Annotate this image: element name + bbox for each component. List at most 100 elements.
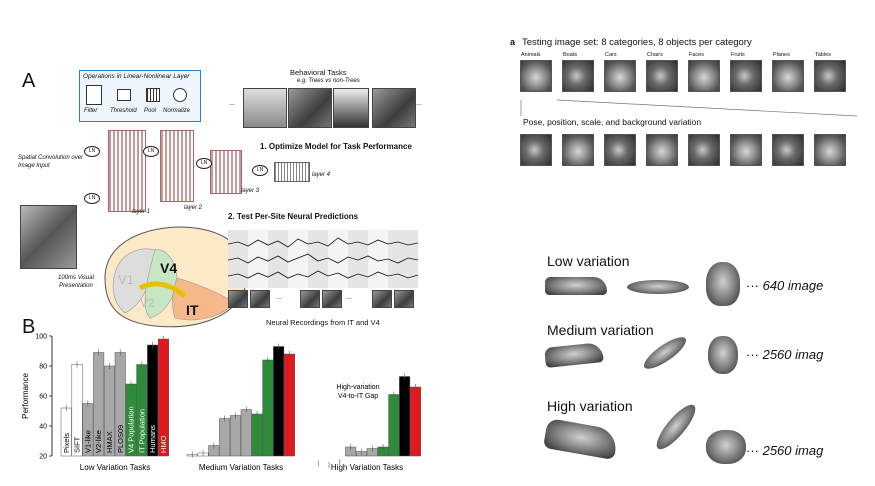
medium-plane-image (639, 332, 691, 374)
operations-box: Operations in Linear-Nonlinear Layer Fil… (79, 70, 201, 122)
gap-label-1: High-variation (336, 384, 379, 391)
category-thumb-tables (814, 60, 846, 92)
category-label-tables: Tables (815, 52, 831, 58)
ln-node-1: LN (84, 146, 100, 157)
operations-title: Operations in Linear-Nonlinear Layer (83, 73, 190, 80)
y-tick-label: 40 (39, 424, 47, 431)
series-label-sift: SIFT (73, 436, 82, 453)
ln-node-2: LN (84, 193, 100, 204)
category-label-chairs: Chairs (647, 52, 663, 58)
panel-a-letter: A (22, 70, 36, 92)
stim-thumb-6 (394, 290, 414, 308)
op-pool-label: Pool (144, 108, 157, 114)
series-label-plos09: PLOS09 (116, 425, 125, 453)
variation-row (517, 130, 867, 170)
layer1-label: layer 1 (132, 209, 151, 215)
category-label-planes: Planes (773, 52, 790, 58)
bar-humans (273, 346, 285, 457)
series-label-hmax: HMAX (105, 431, 114, 453)
panel-b-letter: B (22, 316, 36, 338)
layer3-stack (210, 150, 242, 194)
high-variation-count: ··· 2560 imag (746, 443, 824, 458)
ellipsis-left: ... (229, 100, 235, 107)
series-label-v2-like: V2-like (94, 430, 103, 453)
high-plane-image (651, 399, 701, 455)
layer3-label: layer 3 (241, 188, 260, 194)
category-label-boats: Boats (563, 52, 578, 58)
normalize-icon (173, 88, 187, 102)
input-image (20, 205, 77, 269)
v1-label: V1 (118, 272, 134, 287)
spatial-conv-label: Spatial Convolution over Image Input (18, 155, 84, 169)
variation-thumb (562, 134, 594, 166)
bar-it-population (262, 359, 274, 457)
it-label: IT (186, 302, 199, 318)
variation-thumb (646, 134, 678, 166)
task-image-2 (288, 88, 332, 128)
bar-humans (399, 376, 411, 457)
expansion-lines (520, 99, 858, 117)
ellipsis-right: ... (416, 100, 422, 107)
high-variation-title: High variation (547, 398, 633, 414)
category-thumb-animals (520, 60, 552, 92)
behavioral-title: Behavioral Tasks (290, 68, 347, 77)
bar-hmax (229, 415, 241, 457)
medium-car-image (544, 342, 604, 368)
neural-traces (228, 230, 418, 288)
stim-thumb-2 (250, 290, 270, 308)
category-thumb-faces (688, 60, 720, 92)
series-label-v4-population: V4 Population (127, 406, 136, 453)
step1-label: 1. Optimize Model for Task Performance (260, 142, 412, 151)
op-normalize-label: Normalize (163, 108, 191, 114)
medium-variation-title: Medium variation (547, 322, 654, 338)
variation-thumb (520, 134, 552, 166)
panel-c-letter: a (510, 37, 516, 47)
category-row: Animals Boats Cars Chairs Faces Fruits Planes T… (517, 52, 867, 98)
task-image-tree (243, 88, 287, 128)
v4-label: V4 (160, 260, 178, 276)
presentation-label: 100ms Visual Presentation (58, 275, 94, 289)
variation-thumb (772, 134, 804, 166)
stim-thumb-4 (322, 290, 342, 308)
category-thumb-chairs (646, 60, 678, 92)
ln-node-3: LN (143, 146, 159, 157)
y-tick-label: 20 (39, 454, 47, 461)
category-label: Medium Variation Tasks (199, 463, 283, 472)
op-threshold-label: Threshold (110, 108, 137, 114)
op-filter-label: Filter (84, 108, 98, 114)
variation-subtitle: Pose, position, scale, and background va… (523, 117, 702, 127)
category-label: Low Variation Tasks (80, 463, 150, 472)
testing-set-title: Testing image set: 8 categories, 8 objec… (522, 37, 752, 48)
v2-label: V2 (140, 296, 155, 310)
y-tick-label: 60 (39, 394, 47, 401)
bar-plos09 (240, 409, 252, 457)
layer4-stack (274, 162, 310, 182)
layer1-stack (108, 130, 146, 212)
stim-thumb-1 (228, 290, 248, 308)
bar-hmo (283, 353, 295, 457)
series-label-it-population: IT Population (137, 409, 146, 453)
medium-variation-count: ··· 2560 imag (746, 347, 824, 362)
stim-thumb-3 (300, 290, 320, 308)
category-thumb-planes (772, 60, 804, 92)
high-car-image (542, 417, 620, 461)
threshold-icon (117, 89, 131, 101)
y-tick-label: 100 (35, 334, 47, 341)
bar-v4-population (251, 413, 263, 457)
behavioral-subtitle: e.g. Trees vs non-Trees (297, 78, 360, 84)
variation-thumb (730, 134, 762, 166)
low-plane-image (627, 280, 689, 294)
brain-diagram (104, 226, 248, 328)
stim-thumb-5 (372, 290, 392, 308)
category-thumb-boats (562, 60, 594, 92)
ln-node-4: LN (196, 158, 212, 169)
neural-caption: Neural Recordings from IT and V4 (266, 318, 380, 327)
task-image-4 (372, 88, 416, 128)
category-label: High Variation Tasks (331, 463, 403, 472)
layer2-stack (160, 130, 194, 202)
low-variation-title: Low variation (547, 253, 630, 269)
category-thumb-cars (604, 60, 636, 92)
low-variation-count: ··· 640 image (746, 278, 824, 293)
filter-icon (86, 85, 102, 105)
